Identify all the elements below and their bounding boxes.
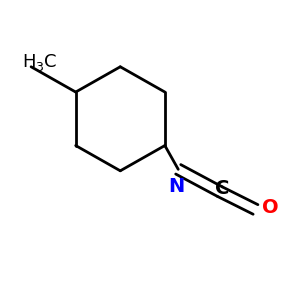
Text: H: H bbox=[22, 53, 36, 71]
Text: 3: 3 bbox=[36, 61, 43, 74]
Text: C: C bbox=[44, 53, 57, 71]
Text: O: O bbox=[262, 199, 279, 218]
Text: C: C bbox=[215, 178, 230, 197]
Text: N: N bbox=[169, 177, 185, 196]
